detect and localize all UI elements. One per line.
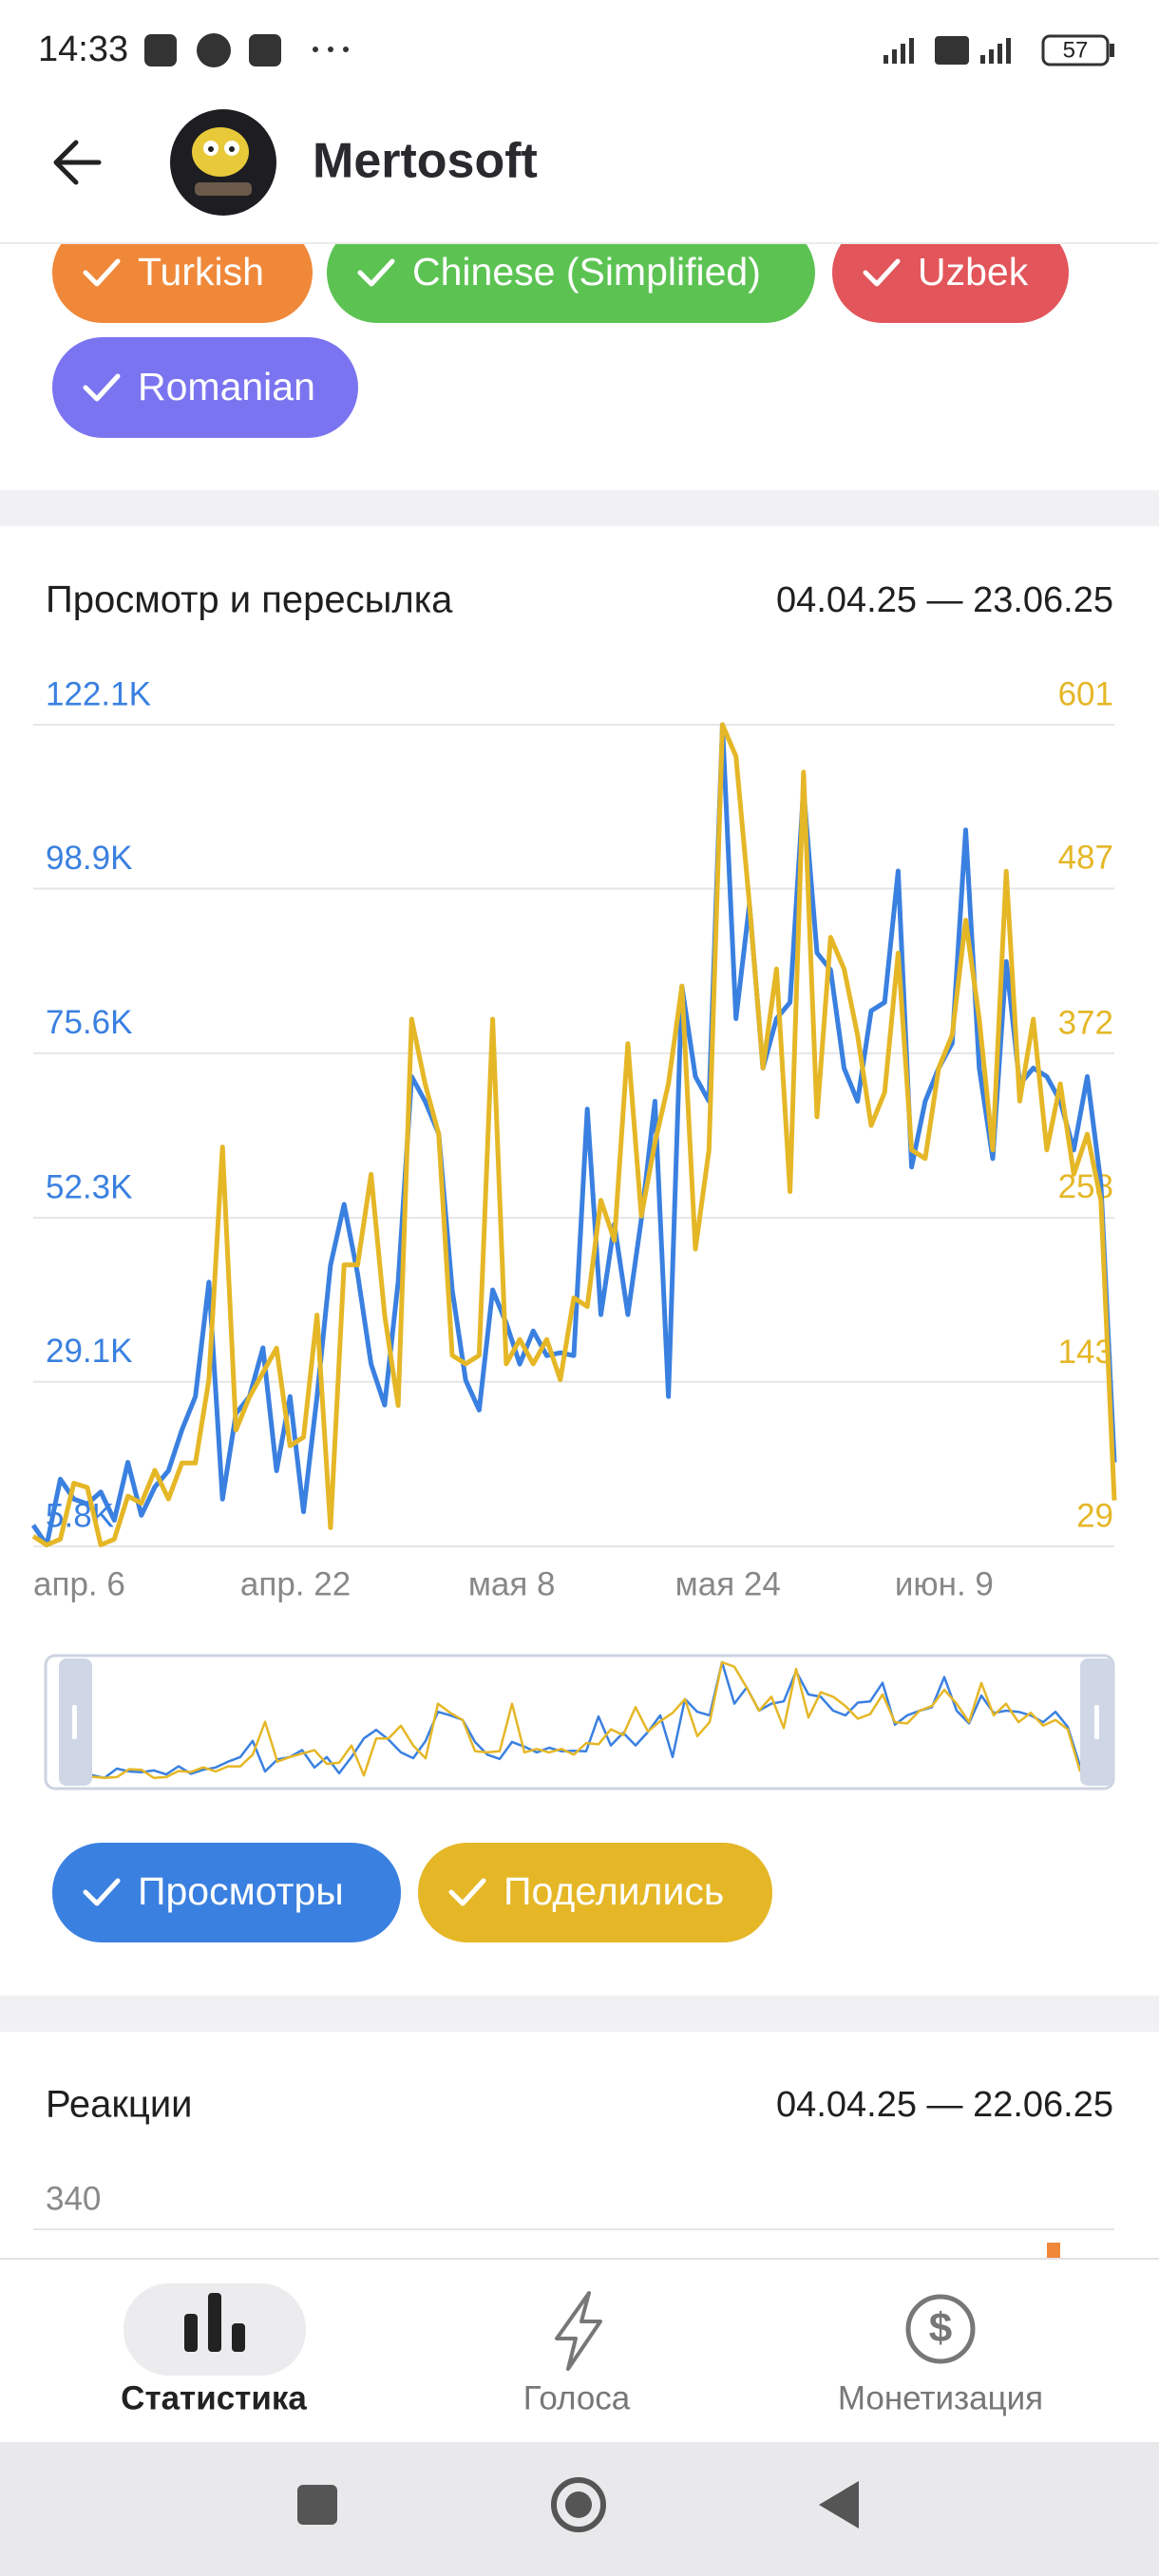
- card-title: Реакции: [46, 2084, 193, 2126]
- line-chart: 5.8K29.1K52.3K75.6K98.9K122.1K2914325837…: [30, 675, 1117, 1602]
- signal-bar: [884, 55, 888, 64]
- check-icon: [357, 258, 395, 287]
- signal-bar: [998, 44, 1002, 64]
- check-icon: [83, 373, 121, 402]
- x-tick-label: мая 8: [468, 1565, 556, 1602]
- nav-label[interactable]: Голоса: [523, 2379, 631, 2416]
- nav-label[interactable]: Статистика: [121, 2379, 307, 2416]
- y2-tick-label: 258: [1058, 1168, 1113, 1205]
- app-icon: [144, 34, 177, 66]
- y2-tick-label: 29: [1076, 1497, 1113, 1534]
- check-icon: [448, 1878, 486, 1906]
- chip-label: Chinese (Simplified): [412, 250, 761, 294]
- nav-labels: Статистика Голоса Монетизация: [121, 2379, 1043, 2416]
- series-line: [31, 722, 1117, 1547]
- x-tick-label: апр. 22: [240, 1565, 351, 1602]
- avatar: [170, 109, 276, 216]
- y2-tick-label: 487: [1058, 840, 1113, 877]
- check-icon: [83, 1878, 121, 1906]
- y-tick-label: 122.1K: [46, 675, 151, 712]
- home-button-dot: [565, 2491, 592, 2518]
- language-chips: Turkish Chinese (Simplified) Uzbek Romanian: [52, 222, 1069, 438]
- language-chip[interactable]: [327, 222, 815, 323]
- signal-bar: [892, 49, 897, 64]
- series-toggle[interactable]: [418, 1843, 772, 1942]
- x-tick-label: мая 24: [675, 1565, 781, 1602]
- votes-icon: [555, 2291, 602, 2371]
- handle-grip: [1094, 1705, 1099, 1739]
- signal-bar: [989, 49, 994, 64]
- section-separator: [0, 490, 1159, 526]
- bar-chart: 340: [33, 2180, 1114, 2230]
- volte-icon: [935, 36, 969, 65]
- chip-label: Turkish: [138, 250, 264, 294]
- language-chip[interactable]: [832, 222, 1069, 323]
- y-tick-label: 75.6K: [46, 1004, 132, 1041]
- nav-divider: [0, 2258, 1159, 2260]
- stats-icon: [184, 2293, 245, 2352]
- legend: Просмотры Поделились: [52, 1843, 772, 1942]
- y-tick-label: 98.9K: [46, 840, 132, 877]
- language-chip[interactable]: [52, 337, 358, 438]
- battery-level: 57: [1063, 37, 1089, 63]
- recents-button[interactable]: [297, 2485, 337, 2525]
- home-button[interactable]: [551, 2477, 606, 2532]
- chip-label: Uzbek: [918, 250, 1029, 294]
- date-range: 04.04.25 — 23.06.25: [776, 580, 1113, 620]
- header-divider: [0, 242, 1159, 244]
- y-tick-label: 52.3K: [46, 1168, 132, 1205]
- y2-tick-label: 601: [1058, 675, 1113, 712]
- app-icon: [197, 33, 231, 67]
- monetization-icon: [905, 2294, 976, 2364]
- signal-bar: [1006, 38, 1011, 64]
- nav-label[interactable]: Монетизация: [838, 2379, 1043, 2416]
- status-icons: [144, 33, 1011, 67]
- y-tick-label: 29.1K: [46, 1333, 132, 1370]
- legend-label: Поделились: [504, 1869, 724, 1913]
- dot: [328, 47, 333, 52]
- legend-label: Просмотры: [138, 1869, 344, 1913]
- status-time: 14:33: [38, 29, 128, 69]
- navigator-line: [91, 1660, 1082, 1780]
- signal-bar: [980, 55, 985, 64]
- series-toggle[interactable]: [52, 1843, 401, 1942]
- check-icon: [83, 258, 121, 287]
- check-icon: [863, 258, 901, 287]
- section-separator: [0, 1996, 1159, 2032]
- series-line: [30, 722, 1117, 1547]
- y-tick-label: 340: [46, 2180, 101, 2217]
- date-range: 04.04.25 — 22.06.25: [776, 2085, 1113, 2125]
- x-tick-label: июн. 9: [895, 1565, 994, 1602]
- navigator-line: [91, 1660, 1082, 1780]
- monetization-icon-glyph: $: [929, 2305, 952, 2352]
- x-tick-label: апр. 6: [33, 1565, 125, 1602]
- signal-bar: [909, 38, 914, 64]
- handle-grip: [72, 1705, 77, 1739]
- dot: [313, 47, 318, 52]
- battery-tip: [1110, 44, 1114, 57]
- navigator-lines: [91, 1660, 1082, 1780]
- card-title: Просмотр и пересылка: [46, 579, 453, 621]
- y2-tick-label: 372: [1058, 1005, 1113, 1042]
- signal-bar: [901, 44, 905, 64]
- bar-fragment: [1047, 2243, 1060, 2259]
- back-system-button[interactable]: [819, 2481, 859, 2529]
- app-icon: [249, 34, 281, 66]
- y2-tick-label: 143: [1058, 1334, 1113, 1371]
- chip-label: Romanian: [138, 365, 315, 408]
- back-button[interactable]: [53, 140, 102, 185]
- battery: [1041, 34, 1110, 66]
- channel-title: Mertosoft: [313, 134, 538, 189]
- language-chip[interactable]: [52, 222, 313, 323]
- dot: [343, 47, 349, 52]
